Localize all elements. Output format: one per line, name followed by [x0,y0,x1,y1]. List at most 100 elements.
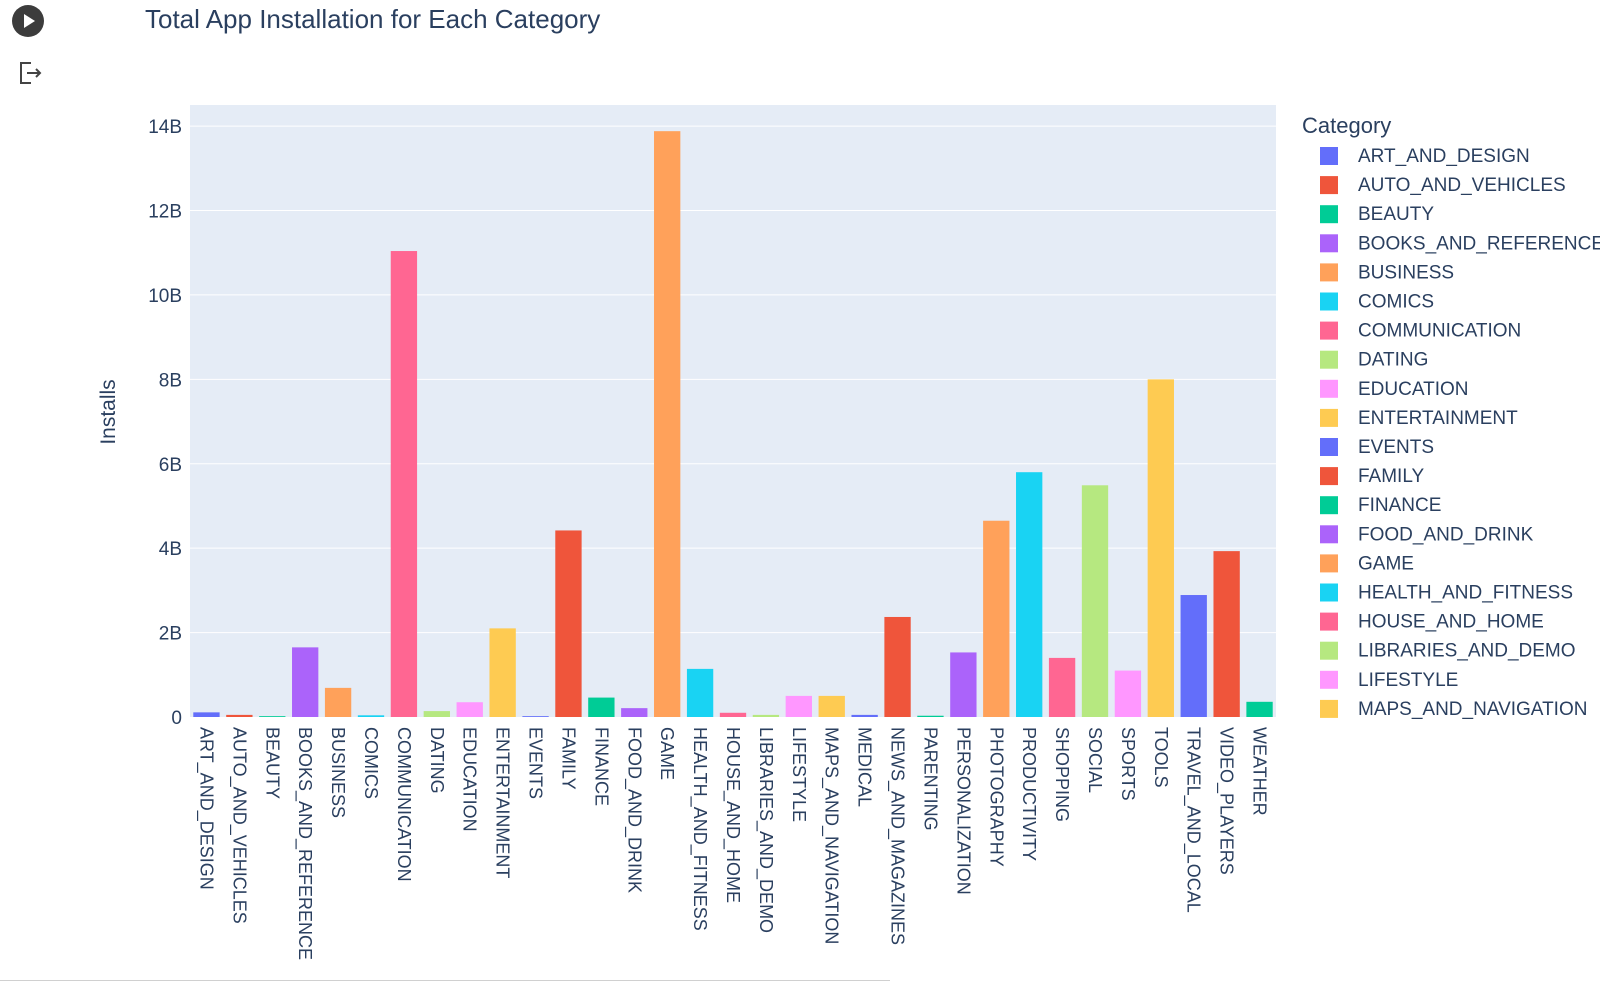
bar-game[interactable] [654,131,681,717]
legend-label[interactable]: ENTERTAINMENT [1358,408,1518,429]
legend-swatch[interactable] [1320,496,1338,515]
bar-communication[interactable] [390,251,418,717]
x-tick-label: ENTERTAINMENT [493,727,513,878]
legend-swatch[interactable] [1320,612,1338,631]
x-tick-label: VIDEO_PLAYERS [1216,727,1237,875]
bar-beauty[interactable] [259,716,286,717]
legend-label[interactable]: COMMUNICATION [1358,321,1521,342]
legend-swatch[interactable] [1320,321,1338,340]
bar-medical[interactable] [851,714,878,717]
y-axis-ticks: 0 2B 4B 6B 8B 10B 12B 14B [148,117,182,729]
bar-photography[interactable] [983,520,1010,717]
x-axis-ticks: ART_AND_DESIGN AUTO_AND_VEHICLES BEAUTY BOO… [195,727,1269,960]
legend-label[interactable]: LIBRARIES_AND_DEMO [1358,641,1576,662]
bar-business[interactable] [324,687,352,717]
legend-label[interactable]: COMICS [1358,292,1434,313]
y-tick-label: 8B [159,370,182,391]
y-tick-label: 2B [159,624,182,645]
x-tick-label: FAMILY [558,727,578,790]
bar-personalization[interactable] [950,652,977,717]
bar-events[interactable] [522,716,549,717]
legend-swatch[interactable] [1320,467,1338,486]
bar-auto-and-vehicles[interactable] [226,714,253,717]
bar-books-and-reference[interactable] [292,647,319,717]
legend-label[interactable]: AUTO_AND_VEHICLES [1358,175,1566,196]
legend-label[interactable]: DATING [1358,350,1428,371]
legend-label[interactable]: EVENTS [1358,437,1434,458]
legend-swatch[interactable] [1320,525,1338,544]
legend-label[interactable]: HOUSE_AND_HOME [1358,612,1544,633]
legend: ART_AND_DESIGN AUTO_AND_VEHICLES BEAUTY BOO… [1320,146,1600,720]
legend-label[interactable]: LIFESTYLE [1358,670,1458,691]
x-tick-label: WEATHER [1250,727,1270,816]
x-tick-label: BUSINESS [328,727,348,818]
x-tick-label: DATING [427,727,447,794]
legend-swatch[interactable] [1320,641,1338,660]
legend-label[interactable]: ART_AND_DESIGN [1358,146,1530,167]
legend-swatch[interactable] [1320,234,1338,253]
bar-tools[interactable] [1147,379,1174,717]
x-tick-label: EVENTS [526,727,546,799]
legend-label[interactable]: HEALTH_AND_FITNESS [1358,583,1573,604]
legend-label[interactable]: FINANCE [1358,495,1441,516]
cell-divider [0,980,890,981]
legend-label[interactable]: BUSINESS [1358,262,1454,283]
bar-weather[interactable] [1246,701,1273,717]
legend-swatch[interactable] [1320,699,1338,718]
bar-comics[interactable] [357,715,385,717]
bar-shopping[interactable] [1048,657,1076,717]
bar-lifestyle[interactable] [785,695,812,717]
legend-swatch[interactable] [1320,438,1338,456]
legend-swatch[interactable] [1320,554,1338,573]
x-tick-label: HOUSE_AND_HOME [722,727,743,903]
bar-productivity[interactable] [1016,472,1043,717]
legend-swatch[interactable] [1320,205,1338,224]
legend-swatch[interactable] [1320,670,1338,689]
x-tick-label: HEALTH_AND_FITNESS [689,727,710,931]
bar-social[interactable] [1081,485,1109,717]
bar-house-and-home[interactable] [719,712,747,717]
legend-label[interactable]: EDUCATION [1358,379,1468,400]
bar-sports[interactable] [1114,670,1142,717]
bar-news-and-magazines[interactable] [884,616,911,717]
legend-swatch[interactable] [1320,350,1338,369]
legend-label[interactable]: FOOD_AND_DRINK [1358,524,1534,545]
bar-parenting[interactable] [917,715,944,717]
bar-food-and-drink[interactable] [621,708,648,717]
bar-finance[interactable] [588,697,615,717]
bar-dating[interactable] [423,711,450,717]
legend-label[interactable]: BEAUTY [1358,204,1434,225]
legend-title: Category [1302,113,1391,138]
run-cell-button[interactable] [12,5,44,37]
bar-entertainment[interactable] [489,628,516,717]
x-tick-label: FOOD_AND_DRINK [623,727,644,893]
x-tick-label: SOCIAL [1085,727,1105,793]
bar-education[interactable] [456,702,483,717]
x-tick-label: SHOPPING [1052,727,1072,822]
legend-swatch[interactable] [1320,263,1338,282]
legend-swatch[interactable] [1320,176,1338,195]
x-tick-label: MAPS_AND_NAVIGATION [821,727,842,944]
bar-art-and-design[interactable] [193,712,220,717]
bar-health-and-fitness[interactable] [686,668,714,717]
x-tick-label: SPORTS [1118,727,1138,801]
legend-label[interactable]: BOOKS_AND_REFERENCE [1358,233,1600,254]
x-tick-label: PRODUCTIVITY [1019,727,1039,861]
legend-swatch[interactable] [1320,379,1338,398]
bar-video-players[interactable] [1213,551,1240,717]
legend-label[interactable]: MAPS_AND_NAVIGATION [1358,699,1587,720]
output-arrow-icon[interactable] [18,60,44,86]
legend-label[interactable]: GAME [1358,553,1414,574]
bar-maps-and-navigation[interactable] [818,695,845,717]
x-tick-label: PERSONALIZATION [953,727,973,895]
bar-travel-and-local[interactable] [1180,595,1207,717]
bar-libraries-and-demo[interactable] [752,714,780,717]
legend-label[interactable]: FAMILY [1358,466,1424,487]
legend-swatch[interactable] [1320,292,1338,311]
legend-swatch[interactable] [1320,147,1338,165]
chart-title: Total App Installation for Each Category [145,4,600,34]
legend-swatch[interactable] [1320,408,1338,427]
bar-family[interactable] [555,530,582,717]
legend-swatch[interactable] [1320,583,1338,602]
x-tick-label: BEAUTY [262,727,282,799]
